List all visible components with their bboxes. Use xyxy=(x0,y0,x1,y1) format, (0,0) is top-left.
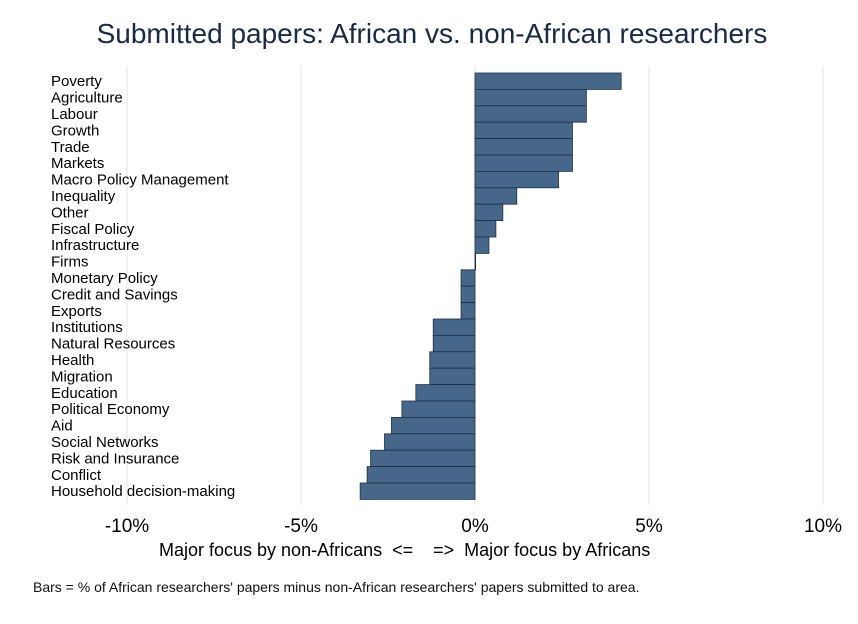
bar xyxy=(460,285,476,304)
bar xyxy=(460,302,476,320)
category-label: Natural Resources xyxy=(51,336,175,353)
category-label: Exports xyxy=(51,303,102,320)
x-axis-label: Major focus by non-Africans <= => Major … xyxy=(159,540,651,560)
x-tick-label: -10% xyxy=(105,516,149,537)
category-label: Firms xyxy=(51,254,89,271)
x-tick-label: 5% xyxy=(635,516,663,537)
category-labels: PovertyAgricultureLabourGrowthTradeMarke… xyxy=(51,73,235,500)
bar xyxy=(429,351,476,369)
bar xyxy=(474,187,518,205)
bar xyxy=(384,433,476,451)
bar xyxy=(474,220,497,238)
category-label: Social Networks xyxy=(51,434,159,451)
bar xyxy=(474,138,573,156)
bar xyxy=(474,154,573,172)
bar xyxy=(432,334,476,353)
category-label: Macro Policy Management xyxy=(51,172,229,189)
category-label: Labour xyxy=(51,106,98,123)
x-tick-labels: -10%-5%0%5%10%15%20% xyxy=(105,516,842,537)
category-label: Education xyxy=(51,385,118,402)
category-label: Health xyxy=(51,352,94,369)
category-label: Poverty xyxy=(51,73,102,90)
bar xyxy=(460,269,476,287)
category-label: Trade xyxy=(51,139,90,156)
category-label: Political Economy xyxy=(51,401,170,418)
x-tick-label: 10% xyxy=(804,516,842,537)
category-label: Growth xyxy=(51,122,99,139)
bar xyxy=(474,72,622,90)
category-label: Aid xyxy=(51,418,73,435)
category-label: Monetary Policy xyxy=(51,270,158,287)
category-label: Infrastructure xyxy=(51,237,139,254)
category-label: Markets xyxy=(51,155,104,172)
bar xyxy=(474,89,587,107)
category-label: Inequality xyxy=(51,188,116,205)
bar xyxy=(474,170,559,189)
bar xyxy=(391,416,476,435)
category-label: Agriculture xyxy=(51,90,123,107)
category-label: Risk and Insurance xyxy=(51,450,179,467)
bar xyxy=(474,236,490,254)
category-label: Household decision-making xyxy=(51,483,235,500)
chart-note: Bars = % of African researchers' papers … xyxy=(33,579,640,595)
category-label: Credit and Savings xyxy=(51,286,178,303)
bar xyxy=(432,318,476,336)
category-label: Migration xyxy=(51,368,113,385)
bar xyxy=(474,121,573,139)
bar xyxy=(415,384,476,402)
bar xyxy=(429,367,476,386)
bar xyxy=(474,203,504,221)
bar xyxy=(474,105,587,123)
x-tick-label: -5% xyxy=(284,516,318,537)
category-label: Conflict xyxy=(51,467,102,484)
bar xyxy=(366,466,476,484)
bar xyxy=(359,482,476,500)
bar xyxy=(401,400,476,418)
category-label: Fiscal Policy xyxy=(51,221,135,238)
category-label: Other xyxy=(51,204,89,221)
bars xyxy=(359,72,622,500)
bar-chart: PovertyAgricultureLabourGrowthTradeMarke… xyxy=(51,66,842,537)
category-label: Institutions xyxy=(51,319,123,336)
chart-title: Submitted papers: African vs. non-Africa… xyxy=(96,18,768,49)
bar xyxy=(370,449,476,468)
x-tick-label: 0% xyxy=(461,516,489,537)
bar xyxy=(474,252,477,271)
